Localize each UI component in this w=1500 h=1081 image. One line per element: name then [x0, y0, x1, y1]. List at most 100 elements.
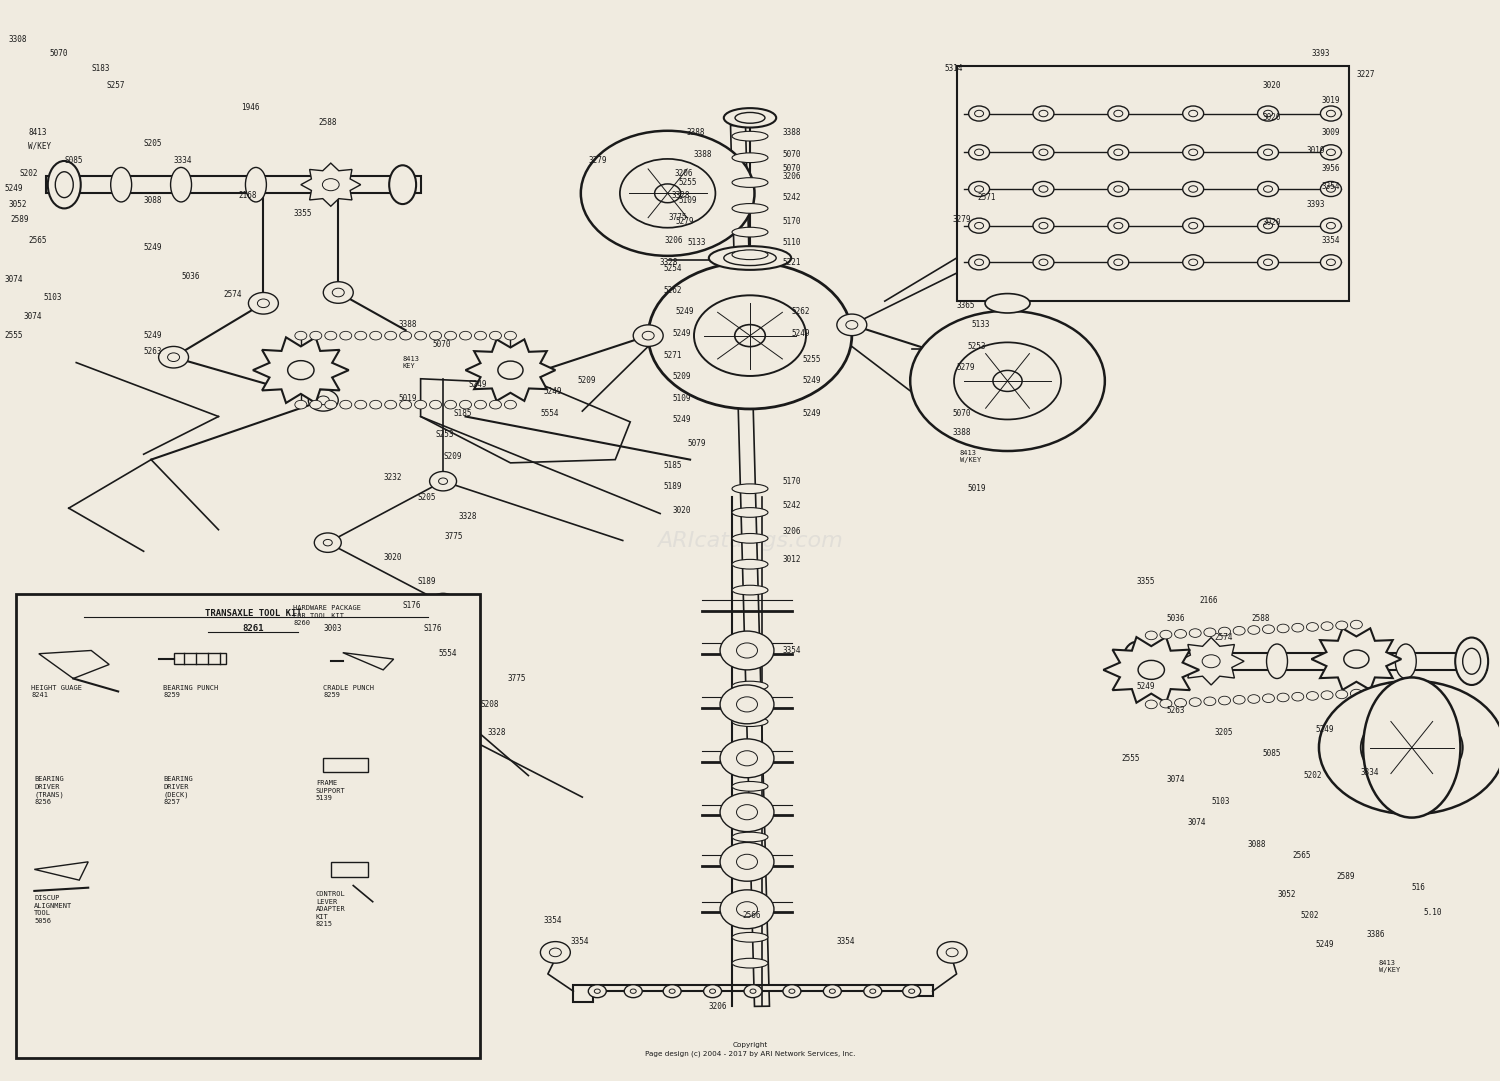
Circle shape — [910, 311, 1106, 451]
Text: 3354: 3354 — [570, 937, 590, 946]
Circle shape — [1320, 106, 1341, 121]
Circle shape — [1263, 110, 1272, 117]
Text: 5554: 5554 — [540, 409, 560, 417]
Circle shape — [1182, 182, 1203, 197]
Text: 5262: 5262 — [792, 307, 810, 317]
Ellipse shape — [732, 508, 768, 518]
Circle shape — [1326, 259, 1335, 266]
Text: 3052: 3052 — [9, 200, 27, 209]
Circle shape — [736, 643, 758, 658]
Circle shape — [384, 331, 396, 339]
Text: 3279: 3279 — [588, 157, 608, 165]
Text: 3019: 3019 — [1306, 146, 1326, 155]
Text: 5103: 5103 — [44, 293, 62, 303]
Circle shape — [1398, 737, 1425, 758]
Ellipse shape — [732, 203, 768, 213]
Text: S249: S249 — [468, 379, 488, 389]
Circle shape — [1114, 110, 1124, 117]
Circle shape — [669, 989, 675, 993]
Circle shape — [1306, 692, 1318, 700]
Circle shape — [1257, 218, 1278, 233]
Circle shape — [975, 186, 984, 192]
Text: 5079: 5079 — [687, 439, 705, 448]
Text: 3388: 3388 — [398, 320, 417, 330]
Text: 3020: 3020 — [382, 553, 402, 562]
Text: 3279: 3279 — [952, 215, 970, 224]
Circle shape — [720, 685, 774, 724]
Text: S189: S189 — [417, 577, 436, 586]
Text: 5019: 5019 — [968, 484, 986, 493]
Circle shape — [258, 299, 270, 308]
Circle shape — [1182, 106, 1203, 121]
Circle shape — [1306, 623, 1318, 631]
Circle shape — [580, 131, 754, 256]
Circle shape — [429, 593, 456, 613]
Circle shape — [1292, 692, 1304, 700]
Circle shape — [969, 255, 990, 270]
Text: 3956: 3956 — [1322, 164, 1341, 173]
Text: 5189: 5189 — [663, 482, 681, 491]
Text: 5254: 5254 — [663, 264, 681, 273]
Text: 3354: 3354 — [1322, 183, 1341, 191]
Text: S257: S257 — [106, 81, 124, 90]
Circle shape — [830, 989, 836, 993]
Text: 5249: 5249 — [4, 185, 22, 193]
Polygon shape — [420, 378, 630, 463]
Text: S202: S202 — [20, 170, 38, 178]
Circle shape — [1257, 255, 1278, 270]
Polygon shape — [1311, 628, 1401, 690]
Polygon shape — [344, 653, 393, 670]
Circle shape — [750, 989, 756, 993]
Text: 2565: 2565 — [28, 237, 46, 245]
Circle shape — [309, 389, 339, 411]
Text: 3019: 3019 — [1322, 96, 1341, 105]
Text: TRANSAXLE TOOL KIT: TRANSAXLE TOOL KIT — [204, 610, 302, 618]
Text: 3334: 3334 — [174, 157, 192, 165]
Ellipse shape — [1330, 644, 1352, 679]
Text: 3328: 3328 — [458, 512, 477, 521]
Circle shape — [1114, 259, 1124, 266]
Text: W/KEY: W/KEY — [28, 142, 51, 150]
Text: S085: S085 — [64, 157, 82, 165]
Circle shape — [736, 902, 758, 917]
Circle shape — [909, 989, 915, 993]
Circle shape — [736, 750, 758, 765]
Text: 5249: 5249 — [144, 331, 162, 341]
Text: 5253: 5253 — [968, 342, 986, 351]
Text: 5202: 5202 — [1300, 911, 1320, 920]
Circle shape — [735, 324, 765, 347]
Text: 2589: 2589 — [1336, 872, 1356, 881]
Circle shape — [1257, 145, 1278, 160]
Text: 5263: 5263 — [1166, 706, 1185, 716]
Ellipse shape — [246, 168, 267, 202]
Circle shape — [429, 471, 456, 491]
Circle shape — [1188, 149, 1197, 156]
Text: HEIGHT GUAGE
8241: HEIGHT GUAGE 8241 — [32, 684, 83, 698]
Ellipse shape — [732, 832, 768, 842]
Text: 5242: 5242 — [783, 502, 801, 510]
Circle shape — [1190, 697, 1202, 706]
Text: 3020: 3020 — [1262, 114, 1281, 122]
Text: 3388: 3388 — [952, 428, 970, 437]
Ellipse shape — [732, 152, 768, 162]
Circle shape — [1034, 145, 1054, 160]
Circle shape — [1320, 182, 1341, 197]
Circle shape — [744, 985, 762, 998]
Circle shape — [975, 149, 984, 156]
Text: 3354: 3354 — [783, 646, 801, 655]
Circle shape — [459, 400, 471, 409]
Circle shape — [354, 331, 366, 339]
Ellipse shape — [1364, 678, 1461, 817]
Ellipse shape — [1124, 642, 1150, 681]
Circle shape — [160, 742, 226, 788]
Circle shape — [633, 325, 663, 346]
Circle shape — [720, 739, 774, 777]
Text: 8413
KEY: 8413 KEY — [402, 356, 420, 370]
Circle shape — [954, 343, 1060, 419]
Circle shape — [1188, 259, 1197, 266]
Ellipse shape — [324, 766, 368, 777]
Ellipse shape — [732, 862, 768, 871]
Circle shape — [1204, 697, 1216, 706]
Text: 3206: 3206 — [708, 1002, 726, 1011]
Text: 3328: 3328 — [488, 728, 507, 737]
